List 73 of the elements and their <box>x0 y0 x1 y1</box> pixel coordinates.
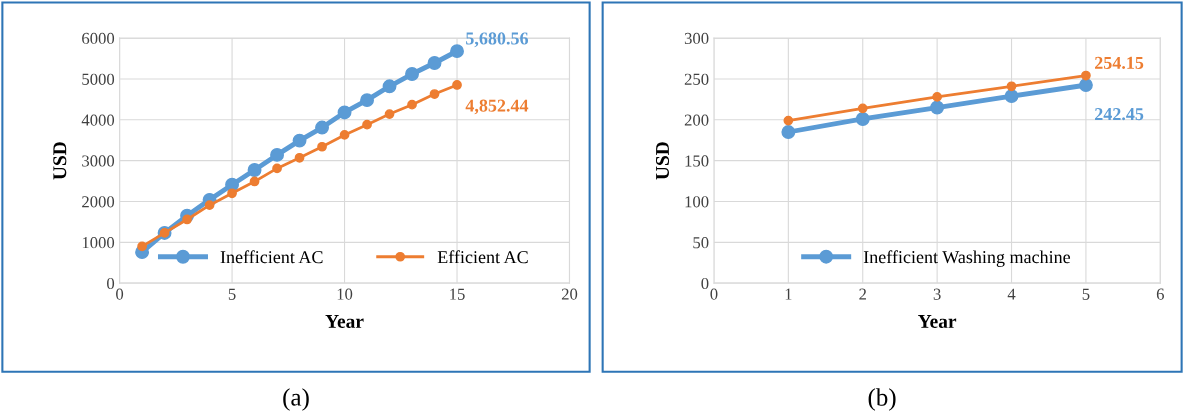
point <box>855 112 870 126</box>
point <box>930 100 945 115</box>
y-tick-label: 100 <box>685 196 709 208</box>
y-tick-label: 150 <box>685 155 709 167</box>
y-axis-title: USD <box>53 142 67 180</box>
point <box>360 93 374 108</box>
point <box>450 44 464 59</box>
y-tick-label: 6000 <box>82 32 115 45</box>
data-label: 242.45 <box>1095 108 1144 121</box>
y-axis-title: USD <box>655 142 670 180</box>
point <box>783 115 794 126</box>
y-tick-label: 2000 <box>82 196 115 208</box>
x-axis-title: Year <box>325 315 364 328</box>
y-tick-label: 5000 <box>82 73 115 85</box>
data-label: 254.15 <box>1095 56 1144 70</box>
y-tick-label: 250 <box>684 73 709 85</box>
x-tick-label: 1 <box>785 288 792 300</box>
point <box>382 79 397 94</box>
x-tick-label: 10 <box>337 288 353 300</box>
point <box>137 241 147 252</box>
y-tick-label: 0 <box>701 277 709 290</box>
point <box>315 120 329 135</box>
point <box>362 119 372 130</box>
legend-label: Efficient AC <box>437 250 528 264</box>
point <box>339 130 350 140</box>
point <box>781 125 796 139</box>
data-label: 4,852.44 <box>465 99 529 115</box>
point <box>249 176 260 187</box>
x-tick-label: 6 <box>1156 288 1164 300</box>
point <box>1081 70 1091 81</box>
point <box>272 163 282 174</box>
y-tick-label: 200 <box>684 114 709 126</box>
point <box>247 163 262 177</box>
y-tick-label: 300 <box>684 32 709 45</box>
point <box>227 188 237 199</box>
x-tick-label: 5 <box>1082 288 1090 300</box>
point <box>452 80 462 90</box>
y-tick-label: 0 <box>107 277 115 290</box>
x-tick-label: 4 <box>1007 288 1016 300</box>
x-tick-label: 3 <box>933 288 941 300</box>
point <box>182 214 192 225</box>
data-label: 5,680.56 <box>466 32 529 48</box>
point <box>429 89 440 99</box>
point <box>405 67 419 81</box>
point <box>427 56 442 70</box>
x-tick-label: 0 <box>710 288 718 300</box>
x-axis-title: Year <box>918 315 957 328</box>
point <box>337 105 352 120</box>
point <box>384 109 395 119</box>
point <box>407 99 417 110</box>
x-tick-label: 0 <box>116 288 124 300</box>
point <box>857 103 868 114</box>
y-tick-label: 1000 <box>82 237 115 249</box>
x-tick-label: 5 <box>228 288 236 300</box>
y-tick-label: 4000 <box>81 114 115 126</box>
point <box>1004 89 1019 104</box>
point <box>270 147 285 162</box>
point <box>932 92 942 102</box>
text: (b) <box>868 388 896 411</box>
x-tick-label: 2 <box>859 288 866 300</box>
point <box>317 141 327 152</box>
point <box>294 152 305 163</box>
point <box>1006 81 1017 92</box>
point <box>292 133 307 148</box>
legend-label: Inefficient AC <box>220 250 323 264</box>
y-tick-label: 50 <box>693 237 709 249</box>
point <box>1078 78 1093 93</box>
legend-label: Inefficient Washing machine <box>863 250 1071 267</box>
y-tick-label: 3000 <box>82 155 115 167</box>
x-tick-label: 15 <box>450 288 465 300</box>
text: (a) <box>283 388 309 411</box>
point <box>204 200 215 211</box>
x-tick-label: 20 <box>561 288 578 300</box>
